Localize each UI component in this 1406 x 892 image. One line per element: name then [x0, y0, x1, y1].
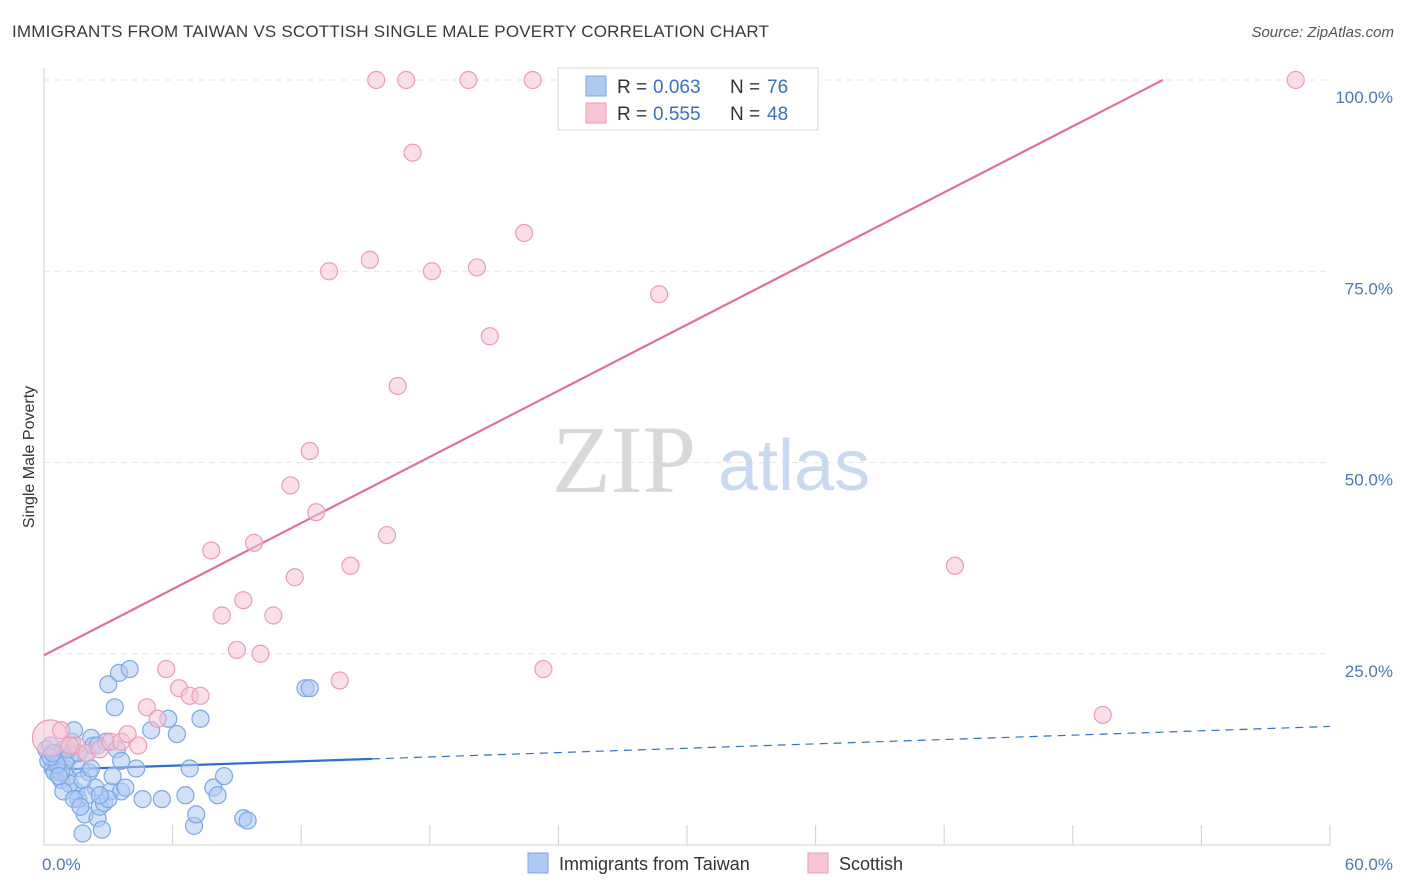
legend-r-label-1: R = [617, 77, 647, 98]
x-tick-labels: 0.0% 60.0% [42, 855, 1393, 874]
point-taiwan-38 [120, 659, 139, 679]
y-axis-label: Single Male Poverty [21, 386, 38, 528]
point-taiwan-46 [180, 759, 199, 778]
point-taiwan-42 [152, 789, 171, 809]
point-taiwan-44 [167, 724, 186, 744]
point-scottish-15 [202, 541, 221, 560]
watermark-zip: ZIP [552, 406, 696, 513]
point-taiwan-54 [238, 811, 257, 830]
point-taiwan-51 [208, 786, 227, 805]
x-tick-label-0: 0.0% [42, 855, 81, 874]
point-scottish-27 [330, 671, 349, 690]
bottom-legend-swatch-pink [807, 852, 829, 874]
point-taiwan-37 [116, 778, 135, 797]
point-taiwan-69 [112, 751, 131, 770]
bottom-legend-scottish: Scottish [839, 854, 903, 874]
point-scottish-29 [360, 250, 379, 269]
bottom-legend: Immigrants from Taiwan Scottish [527, 852, 903, 874]
point-taiwan-33 [105, 698, 124, 717]
bottom-legend-taiwan: Immigrants from Taiwan [559, 854, 750, 874]
point-scottish-41 [534, 659, 553, 679]
point-taiwan-30 [99, 675, 118, 694]
point-scottish-31 [377, 526, 397, 545]
data-points [31, 70, 1305, 843]
point-taiwan-45 [176, 786, 195, 805]
point-taiwan-52 [214, 767, 234, 786]
point-scottish-23 [285, 568, 304, 587]
point-scottish-35 [422, 262, 442, 281]
point-scottish-25 [307, 503, 326, 522]
point-scottish-9 [137, 698, 156, 717]
point-scottish-47 [60, 736, 79, 755]
point-scottish-21 [264, 606, 283, 625]
legend-box: R = 0.063 N = 76 R = 0.555 N = 48 [557, 67, 819, 131]
source-label: Source: ZipAtlas.com [1251, 24, 1394, 41]
legend-n-label-2: N = [730, 104, 760, 125]
point-taiwan-67 [90, 786, 109, 805]
y-tick-label-1: 75.0% [1345, 279, 1393, 298]
point-scottish-24 [300, 441, 319, 461]
point-scottish-46 [1286, 70, 1305, 90]
point-scottish-28 [341, 556, 360, 575]
point-taiwan-18 [73, 824, 92, 843]
x-tick-label-1: 60.0% [1345, 855, 1393, 874]
point-taiwan-32 [103, 767, 122, 786]
point-scottish-40 [523, 70, 542, 90]
point-scottish-39 [515, 223, 534, 243]
watermark: ZIP atlas [552, 406, 870, 513]
legend-r-label-2: R = [617, 104, 647, 125]
legend-n-value-2: 48 [767, 104, 788, 125]
point-scottish-44 [945, 556, 965, 575]
point-scottish-20 [251, 644, 270, 663]
point-scottish-16 [212, 606, 231, 625]
legend-r-value-2: 0.555 [653, 104, 701, 125]
point-taiwan-48 [187, 805, 206, 824]
point-taiwan-27 [92, 820, 111, 839]
point-scottish-26 [319, 262, 339, 281]
y-tick-label-2: 50.0% [1345, 471, 1393, 490]
point-scottish-11 [157, 659, 176, 679]
point-scottish-37 [467, 258, 487, 277]
point-scottish-1 [52, 721, 71, 740]
point-scottish-18 [234, 591, 253, 610]
point-scottish-7 [118, 724, 137, 744]
axes [43, 68, 1331, 846]
point-scottish-30 [367, 70, 386, 90]
chart-title: IMMIGRANTS FROM TAIWAN VS SCOTTISH SINGL… [12, 22, 770, 41]
point-scottish-43 [650, 285, 669, 304]
point-scottish-32 [388, 376, 407, 396]
point-scottish-22 [281, 476, 300, 495]
point-taiwan-49 [191, 709, 210, 728]
point-taiwan-39 [127, 759, 146, 778]
legend-n-label-1: N = [730, 77, 760, 98]
point-scottish-45 [1093, 705, 1112, 725]
point-scottish-36 [459, 70, 478, 90]
y-tick-labels: 100.0% 75.0% 50.0% 25.0% [1335, 88, 1393, 681]
legend-swatch-pink [585, 102, 607, 124]
legend-n-value-1: 76 [767, 77, 788, 98]
point-taiwan-74 [71, 797, 90, 816]
point-taiwan-75 [49, 767, 69, 786]
point-scottish-19 [244, 533, 264, 552]
point-scottish-38 [480, 327, 499, 346]
legend-swatch-blue [585, 75, 607, 97]
point-taiwan-56 [300, 679, 319, 698]
y-tick-label-3: 25.0% [1345, 662, 1393, 681]
point-scottish-17 [227, 640, 246, 660]
point-scottish-8 [129, 736, 148, 755]
point-scottish-14 [191, 686, 210, 705]
point-scottish-10 [148, 709, 167, 728]
point-taiwan-73 [82, 759, 101, 778]
grid [44, 79, 1330, 655]
point-taiwan-40 [133, 789, 152, 809]
legend-r-value-1: 0.063 [653, 77, 701, 98]
y-tick-label-0: 100.0% [1335, 88, 1393, 107]
point-scottish-34 [403, 143, 422, 162]
point-scottish-33 [397, 70, 416, 90]
bottom-legend-swatch-blue [527, 852, 549, 874]
trend-line-scottish [43, 79, 1164, 657]
watermark-atlas: atlas [718, 426, 870, 506]
trend-line-taiwan-extension [371, 725, 1331, 760]
